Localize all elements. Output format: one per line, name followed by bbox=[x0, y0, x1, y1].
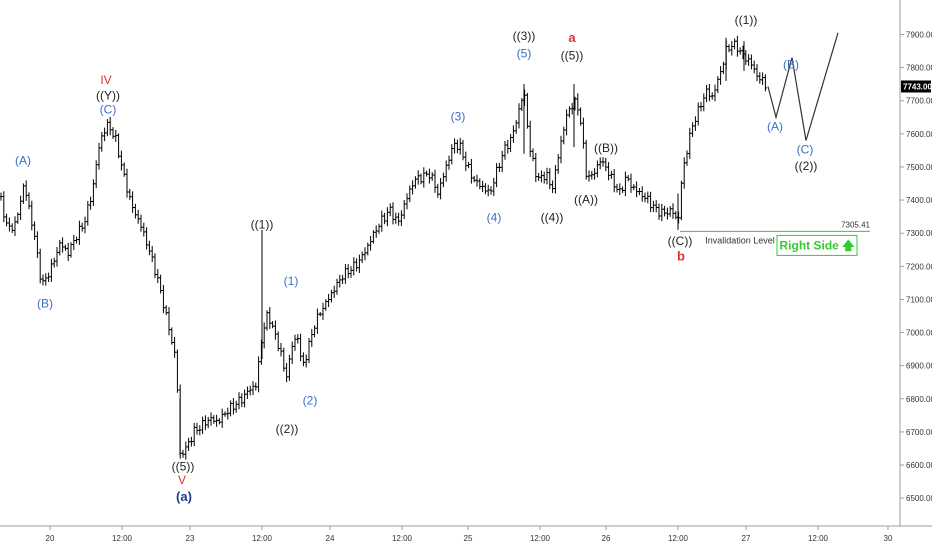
time-tick-label: 25 bbox=[464, 534, 473, 543]
wave-label: (B) bbox=[37, 296, 53, 310]
price-tick-label: 6500.00 bbox=[906, 494, 932, 503]
wave-label: ((5)) bbox=[172, 460, 195, 474]
time-tick-label: 30 bbox=[884, 534, 893, 543]
wave-label: ((B)) bbox=[594, 141, 618, 155]
right-side-badge-text: Right Side 🡅 bbox=[779, 238, 855, 252]
wave-label: (a) bbox=[176, 489, 192, 504]
right-side-badge: Right Side 🡅 bbox=[776, 234, 858, 256]
time-tick-label: 26 bbox=[602, 534, 611, 543]
wave-label: ((1)) bbox=[251, 218, 274, 232]
projection-path bbox=[767, 32, 839, 141]
wave-projection bbox=[767, 32, 839, 141]
wave-label: (C) bbox=[797, 143, 814, 157]
wave-label: (A) bbox=[767, 120, 783, 134]
wave-label: ((5)) bbox=[561, 48, 584, 62]
price-tick-label: 7200.00 bbox=[906, 262, 932, 271]
wave-label: b bbox=[677, 248, 685, 263]
price-tick-label: 7700.00 bbox=[906, 97, 932, 106]
wave-label: ((2)) bbox=[276, 422, 299, 436]
wave-label: ((3)) bbox=[513, 29, 536, 43]
time-tick-label: 12:00 bbox=[112, 534, 133, 543]
price-tick-label: 7000.00 bbox=[906, 329, 932, 338]
wave-label: (B) bbox=[783, 58, 799, 72]
wave-label: V bbox=[178, 473, 186, 487]
invalidation-label: Invalidation Level bbox=[705, 235, 775, 245]
wave-label: ((Y)) bbox=[96, 88, 120, 102]
last-price-marker: 7743.00 bbox=[901, 80, 932, 93]
wave-label: (5) bbox=[517, 47, 532, 61]
wave-label: (1) bbox=[284, 274, 299, 288]
last-price-label: 7743.00 bbox=[903, 82, 932, 91]
wave-label: (3) bbox=[451, 110, 466, 124]
price-tick-label: 6600.00 bbox=[906, 461, 932, 470]
wave-label: ((4)) bbox=[541, 211, 564, 225]
price-tick-label: 6900.00 bbox=[906, 362, 932, 371]
wave-label: (4) bbox=[487, 211, 502, 225]
last-price-box bbox=[901, 80, 931, 93]
time-tick-label: 20 bbox=[46, 534, 55, 543]
price-tick-label: 6700.00 bbox=[906, 428, 932, 437]
price-tick-label: 7500.00 bbox=[906, 163, 932, 172]
invalidation-value: 7305.41 bbox=[841, 220, 870, 229]
wave-label: a bbox=[568, 30, 576, 45]
wave-label: IV bbox=[100, 73, 111, 87]
wave-labels: IV((Y))(C)(A)(B)((1))(1)(2)((2))((5))V(a… bbox=[15, 13, 817, 504]
time-tick-label: 27 bbox=[742, 534, 751, 543]
wave-label: (2) bbox=[303, 393, 318, 407]
price-tick-label: 7800.00 bbox=[906, 64, 932, 73]
wave-label: (A) bbox=[15, 153, 31, 167]
time-tick-label: 12:00 bbox=[808, 534, 829, 543]
time-tick-label: 23 bbox=[186, 534, 195, 543]
time-tick-label: 12:00 bbox=[392, 534, 413, 543]
time-tick-label: 24 bbox=[326, 534, 335, 543]
invalidation-level: 7305.41 Invalidation Level bbox=[680, 220, 871, 245]
wave-label: ((2)) bbox=[795, 159, 818, 173]
price-bars bbox=[0, 35, 767, 460]
time-tick-label: 12:00 bbox=[530, 534, 551, 543]
price-tick-label: 7900.00 bbox=[906, 30, 932, 39]
price-tick-label: 7400.00 bbox=[906, 196, 932, 205]
wave-label: ((C)) bbox=[668, 234, 693, 248]
price-tick-label: 6800.00 bbox=[906, 395, 932, 404]
wave-label: ((A)) bbox=[574, 192, 598, 206]
price-tick-label: 7300.00 bbox=[906, 229, 932, 238]
time-tick-label: 12:00 bbox=[668, 534, 689, 543]
time-axis: 20 12:00 23 12:00 24 12:00 25 12:00 26 12:00 27 12:… bbox=[0, 525, 932, 543]
wave-label: (C) bbox=[100, 103, 117, 117]
price-axis: 6500.00 6600.00 6700.00 6800.00 6900.00 7000.… bbox=[899, 0, 932, 526]
wave-label: ((1)) bbox=[735, 13, 758, 27]
price-tick-label: 7600.00 bbox=[906, 130, 932, 139]
price-tick-label: 7100.00 bbox=[906, 295, 932, 304]
time-tick-label: 12:00 bbox=[252, 534, 273, 543]
right-side-badge-box bbox=[776, 234, 858, 256]
